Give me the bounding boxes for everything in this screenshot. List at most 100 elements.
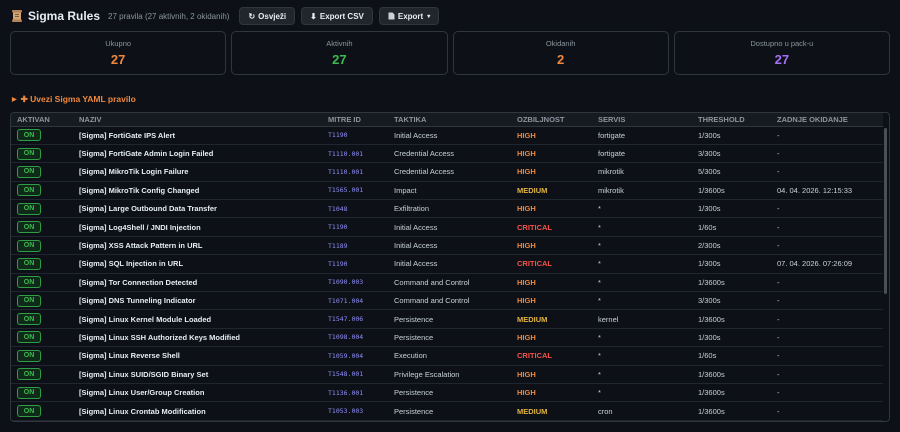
table-row[interactable]: ON [Sigma] Linux Crontab Modification T105… bbox=[11, 401, 883, 421]
table-row[interactable]: ON [Sigma] DNS Tunneling Indicator T1071.0… bbox=[11, 291, 883, 311]
active-cell: ON bbox=[11, 291, 73, 311]
service: * bbox=[592, 217, 692, 237]
table-scrollbar[interactable] bbox=[884, 128, 887, 294]
rules-table-container: AKTIVAN NAZIV MITRE ID TAKTIKA OZBILJNOST SER… bbox=[10, 112, 890, 422]
last-triggered: - bbox=[771, 401, 883, 421]
table-row[interactable]: ON [Sigma] Log4Shell / JNDI Injection T119… bbox=[11, 217, 883, 237]
export-dropdown-button[interactable]: Export ▾ bbox=[378, 7, 440, 25]
tactic: Impact bbox=[388, 181, 511, 201]
active-cell: ON bbox=[11, 401, 73, 421]
table-row[interactable]: ON [Sigma] Linux Kernel Module Loaded T154… bbox=[11, 309, 883, 329]
last-triggered: 04. 04. 2026. 12:15:33 bbox=[771, 181, 883, 201]
active-cell: ON bbox=[11, 236, 73, 256]
rule-toggle-button[interactable]: ON bbox=[17, 202, 41, 215]
tactic: Credential Access bbox=[388, 162, 511, 182]
tactic: Persistence bbox=[388, 383, 511, 403]
table-row[interactable]: ON [Sigma] MikroTik Login Failure T1110.00… bbox=[11, 162, 883, 182]
tactic: Initial Access bbox=[388, 217, 511, 237]
mitre-id: T1547.006 bbox=[322, 309, 388, 329]
column-header[interactable]: SERVIS bbox=[592, 113, 692, 127]
active-cell: ON bbox=[11, 365, 73, 384]
rule-toggle-button[interactable]: ON bbox=[17, 313, 41, 326]
rule-toggle-button[interactable]: ON bbox=[17, 129, 41, 142]
mitre-id: T1059.004 bbox=[322, 346, 388, 366]
rule-toggle-button[interactable]: ON bbox=[17, 276, 41, 289]
stat-card-active: Aktivnih 27 bbox=[231, 31, 448, 75]
mitre-id: T1565.001 bbox=[322, 181, 388, 201]
import-sigma-yaml-toggle[interactable]: ▶ ✚ Uvezi Sigma YAML pravilo bbox=[12, 94, 136, 105]
table-row[interactable]: ON [Sigma] FortiGate Admin Login Failed T1… bbox=[11, 144, 883, 164]
table-row[interactable]: ON [Sigma] SQL Injection in URL T1190 Initi… bbox=[11, 254, 883, 274]
threshold: 5/300s bbox=[692, 162, 771, 182]
table-row[interactable]: ON [Sigma] Linux SSH Authorized Keys Modi… bbox=[11, 328, 883, 348]
table-row[interactable]: ON [Sigma] XSS Attack Pattern in URL T1189… bbox=[11, 236, 883, 256]
tactic: Command and Control bbox=[388, 273, 511, 293]
service: fortigate bbox=[592, 144, 692, 164]
rule-toggle-button[interactable]: ON bbox=[17, 165, 41, 178]
table-row[interactable]: ON [Sigma] Tor Connection Detected T1090.0… bbox=[11, 273, 883, 293]
severity-badge: HIGH bbox=[511, 236, 592, 256]
active-cell: ON bbox=[11, 254, 73, 274]
export-csv-button[interactable]: ⬇ Export CSV bbox=[301, 7, 373, 25]
rule-name: [Sigma] MikroTik Config Changed bbox=[73, 181, 322, 201]
table-row[interactable]: ON [Sigma] Linux User/Group Creation T1136… bbox=[11, 383, 883, 403]
table-row[interactable]: ON [Sigma] Large Outbound Data Transfer T1… bbox=[11, 199, 883, 219]
severity-badge: CRITICAL bbox=[511, 254, 592, 274]
service: * bbox=[592, 254, 692, 274]
column-header[interactable]: MITRE ID bbox=[322, 113, 388, 127]
refresh-button[interactable]: ↻ Osvježi bbox=[239, 7, 296, 25]
column-header[interactable]: OZBILJNOST bbox=[511, 113, 592, 127]
service: * bbox=[592, 328, 692, 348]
rule-name: [Sigma] Log4Shell / JNDI Injection bbox=[73, 217, 322, 237]
rule-toggle-button[interactable]: ON bbox=[17, 221, 41, 234]
rule-toggle-button[interactable]: ON bbox=[17, 368, 41, 381]
threshold: 1/300s bbox=[692, 328, 771, 348]
service: * bbox=[592, 236, 692, 256]
active-cell: ON bbox=[11, 383, 73, 403]
column-header[interactable]: THRESHOLD bbox=[692, 113, 771, 127]
table-row[interactable]: ON [Sigma] FortiGate IPS Alert T1190 Initia… bbox=[11, 126, 883, 145]
export-csv-label: Export CSV bbox=[319, 11, 364, 21]
active-cell: ON bbox=[11, 181, 73, 201]
rule-toggle-button[interactable]: ON bbox=[17, 257, 41, 270]
refresh-icon: ↻ bbox=[248, 11, 256, 21]
rule-toggle-button[interactable]: ON bbox=[17, 405, 41, 418]
threshold: 1/300s bbox=[692, 199, 771, 219]
mitre-id: T1048 bbox=[322, 199, 388, 219]
threshold: 1/3600s bbox=[692, 181, 771, 201]
mitre-id: T1136.001 bbox=[322, 383, 388, 403]
rule-name: [Sigma] FortiGate Admin Login Failed bbox=[73, 144, 322, 164]
severity-badge: HIGH bbox=[511, 383, 592, 403]
severity-badge: HIGH bbox=[511, 199, 592, 219]
column-header[interactable]: ZADNJE OKIDANJE bbox=[771, 113, 883, 127]
last-triggered: - bbox=[771, 365, 883, 384]
active-cell: ON bbox=[11, 126, 73, 145]
service: cron bbox=[592, 401, 692, 421]
rules-table: AKTIVAN NAZIV MITRE ID TAKTIKA OZBILJNOST SER… bbox=[11, 113, 883, 421]
table-row[interactable]: ON [Sigma] Linux SUID/SGID Binary Set T154… bbox=[11, 365, 883, 384]
service: kernel bbox=[592, 309, 692, 329]
table-row[interactable]: ON [Sigma] MikroTik Config Changed T1565.0… bbox=[11, 181, 883, 201]
column-header[interactable]: AKTIVAN bbox=[11, 113, 73, 127]
page-header: Sigma Rules 27 pravila (27 aktivnih, 2 o… bbox=[12, 6, 445, 26]
rule-toggle-button[interactable]: ON bbox=[17, 184, 41, 197]
rule-toggle-button[interactable]: ON bbox=[17, 294, 41, 307]
last-triggered: - bbox=[771, 309, 883, 329]
column-header[interactable]: TAKTIKA bbox=[388, 113, 511, 127]
rule-toggle-button[interactable]: ON bbox=[17, 331, 41, 344]
threshold: 1/3600s bbox=[692, 383, 771, 403]
threshold: 1/3600s bbox=[692, 401, 771, 421]
rule-toggle-button[interactable]: ON bbox=[17, 386, 41, 399]
rule-toggle-button[interactable]: ON bbox=[17, 147, 41, 160]
column-header[interactable]: NAZIV bbox=[73, 113, 322, 127]
chevron-down-icon: ▾ bbox=[427, 13, 431, 20]
active-cell: ON bbox=[11, 144, 73, 164]
table-row[interactable]: ON [Sigma] Linux Reverse Shell T1059.004 Ex… bbox=[11, 346, 883, 366]
table-body: ON [Sigma] FortiGate IPS Alert T1190 Initia… bbox=[11, 126, 883, 421]
last-triggered: - bbox=[771, 291, 883, 311]
rule-toggle-button[interactable]: ON bbox=[17, 349, 41, 362]
rule-toggle-button[interactable]: ON bbox=[17, 239, 41, 252]
last-triggered: - bbox=[771, 217, 883, 237]
active-cell: ON bbox=[11, 199, 73, 219]
last-triggered: - bbox=[771, 236, 883, 256]
